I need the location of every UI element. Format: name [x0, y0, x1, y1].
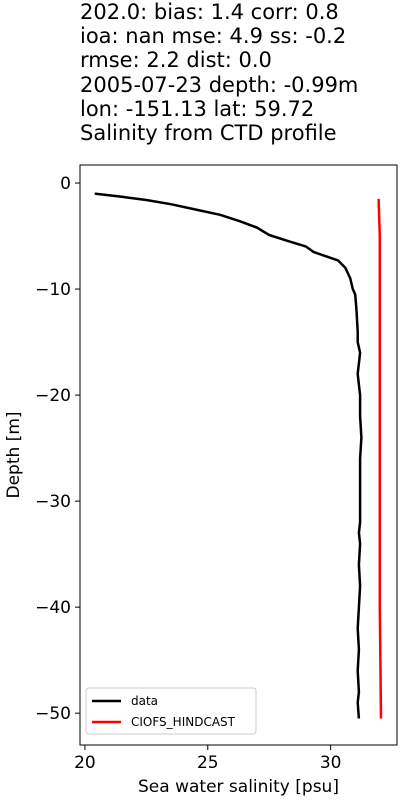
title-block: 202.0: bias: 1.4 corr: 0.8 ioa: nan mse:…: [80, 0, 398, 145]
plot-lines: [94, 192, 383, 719]
series-line-ciofs-hindcast: [377, 198, 383, 719]
y-tick-label: −40: [35, 598, 71, 618]
y-axis-label: Depth [m]: [4, 411, 24, 498]
plot-frame: [79, 164, 398, 746]
title-stats-line-3: rmse: 2.2 dist: 0.0: [80, 48, 272, 73]
title-stats-line-1: 202.0: bias: 1.4 corr: 0.8: [80, 0, 339, 24]
x-axis-label: Sea water salinity [psu]: [138, 777, 339, 797]
legend-box: [85, 687, 257, 735]
series-line-data: [94, 192, 363, 719]
y-tick-label: −50: [35, 704, 71, 724]
chart-title: Salinity from CTD profile: [80, 121, 337, 146]
title-date-depth: 2005-07-23 depth: -0.99m: [80, 72, 359, 97]
y-tick-label: 0: [60, 174, 71, 194]
title-location: lon: -151.13 lat: 59.72: [80, 96, 315, 121]
x-tick-label: 30: [320, 753, 342, 773]
title-stats-line-2: ioa: nan mse: 4.9 ss: -0.2: [80, 24, 347, 49]
x-axis-ticks: 20 25 30: [74, 745, 341, 773]
x-tick-label: 25: [197, 753, 219, 773]
legend-label-data: data: [131, 694, 158, 708]
y-axis-ticks: 0 −10 −20 −30 −40 −50: [35, 174, 80, 724]
y-tick-label: −20: [35, 386, 71, 406]
legend-label-ciofs-hindcast: CIOFS_HINDCAST: [131, 715, 236, 729]
legend: data CIOFS_HINDCAST: [85, 687, 257, 735]
y-tick-label: −30: [35, 492, 71, 512]
y-tick-label: −10: [35, 280, 71, 300]
x-tick-label: 20: [74, 753, 96, 773]
